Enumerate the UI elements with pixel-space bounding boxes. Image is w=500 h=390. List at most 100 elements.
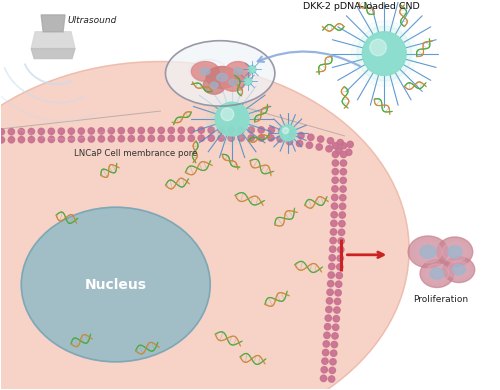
Circle shape — [332, 160, 338, 166]
Circle shape — [327, 289, 334, 296]
Circle shape — [332, 143, 338, 149]
Circle shape — [221, 108, 234, 121]
Circle shape — [278, 123, 297, 143]
Circle shape — [28, 128, 34, 135]
Ellipse shape — [420, 245, 436, 258]
Circle shape — [238, 135, 244, 141]
Circle shape — [332, 194, 338, 201]
Circle shape — [324, 324, 331, 330]
Text: Ultrasound: Ultrasound — [67, 16, 116, 25]
Circle shape — [339, 212, 345, 218]
Circle shape — [340, 151, 346, 158]
Circle shape — [58, 136, 64, 142]
Circle shape — [277, 136, 283, 142]
Circle shape — [323, 341, 330, 347]
Circle shape — [128, 135, 134, 142]
Circle shape — [340, 203, 345, 209]
Circle shape — [108, 128, 114, 134]
Circle shape — [208, 127, 214, 133]
Circle shape — [158, 127, 164, 133]
Circle shape — [370, 39, 386, 56]
Circle shape — [330, 350, 337, 356]
Ellipse shape — [229, 79, 237, 85]
Circle shape — [332, 324, 339, 330]
Circle shape — [88, 128, 94, 134]
Circle shape — [68, 128, 74, 134]
Circle shape — [18, 128, 25, 135]
Circle shape — [324, 332, 330, 339]
Circle shape — [340, 186, 346, 192]
Circle shape — [330, 229, 336, 235]
Ellipse shape — [200, 68, 210, 75]
Circle shape — [108, 136, 114, 142]
Circle shape — [328, 376, 335, 382]
Circle shape — [322, 349, 329, 356]
Circle shape — [328, 138, 334, 144]
Circle shape — [328, 280, 334, 287]
Circle shape — [248, 135, 254, 141]
Circle shape — [0, 129, 4, 135]
Circle shape — [357, 26, 412, 81]
Text: LNCaP Cell membrance pore: LNCaP Cell membrance pore — [74, 149, 198, 158]
Circle shape — [326, 298, 332, 304]
Circle shape — [248, 127, 254, 133]
Circle shape — [248, 66, 256, 73]
Circle shape — [340, 168, 346, 175]
Circle shape — [206, 94, 258, 144]
Circle shape — [326, 306, 332, 313]
Ellipse shape — [204, 76, 225, 94]
Circle shape — [188, 127, 194, 133]
Circle shape — [296, 140, 302, 147]
Circle shape — [276, 121, 299, 145]
Ellipse shape — [425, 264, 449, 284]
Ellipse shape — [448, 261, 470, 279]
Circle shape — [280, 125, 295, 141]
Circle shape — [280, 125, 295, 141]
Circle shape — [48, 128, 54, 135]
Circle shape — [330, 220, 337, 227]
Circle shape — [28, 136, 34, 143]
Circle shape — [338, 229, 344, 236]
Circle shape — [238, 127, 244, 133]
Ellipse shape — [408, 236, 448, 268]
Circle shape — [337, 255, 344, 261]
Circle shape — [330, 359, 336, 365]
Circle shape — [218, 135, 224, 141]
Ellipse shape — [192, 62, 219, 82]
Circle shape — [228, 135, 234, 141]
Circle shape — [98, 128, 104, 134]
Circle shape — [340, 143, 346, 149]
Polygon shape — [41, 15, 65, 32]
Circle shape — [58, 128, 64, 135]
Circle shape — [328, 263, 335, 269]
Circle shape — [332, 186, 338, 192]
Ellipse shape — [437, 237, 473, 267]
Text: Proliferation: Proliferation — [414, 296, 469, 305]
Circle shape — [178, 135, 184, 142]
Ellipse shape — [0, 62, 409, 390]
Circle shape — [215, 102, 249, 136]
Circle shape — [332, 151, 338, 158]
Circle shape — [168, 127, 174, 133]
Ellipse shape — [221, 73, 245, 91]
Circle shape — [331, 341, 338, 348]
Circle shape — [208, 135, 214, 141]
Circle shape — [329, 367, 336, 374]
Circle shape — [244, 77, 252, 85]
Circle shape — [118, 128, 124, 134]
Circle shape — [88, 136, 94, 142]
Ellipse shape — [430, 268, 444, 279]
Circle shape — [330, 246, 336, 252]
Text: DKK-2 pDNA-loaded CND: DKK-2 pDNA-loaded CND — [303, 2, 420, 11]
Circle shape — [138, 135, 144, 142]
Circle shape — [362, 32, 406, 75]
Ellipse shape — [452, 264, 465, 275]
Circle shape — [332, 168, 338, 175]
Circle shape — [352, 21, 417, 86]
Circle shape — [148, 127, 154, 134]
Circle shape — [329, 255, 336, 261]
Circle shape — [322, 358, 328, 364]
Circle shape — [336, 264, 343, 270]
Circle shape — [335, 290, 342, 296]
Ellipse shape — [210, 82, 218, 89]
